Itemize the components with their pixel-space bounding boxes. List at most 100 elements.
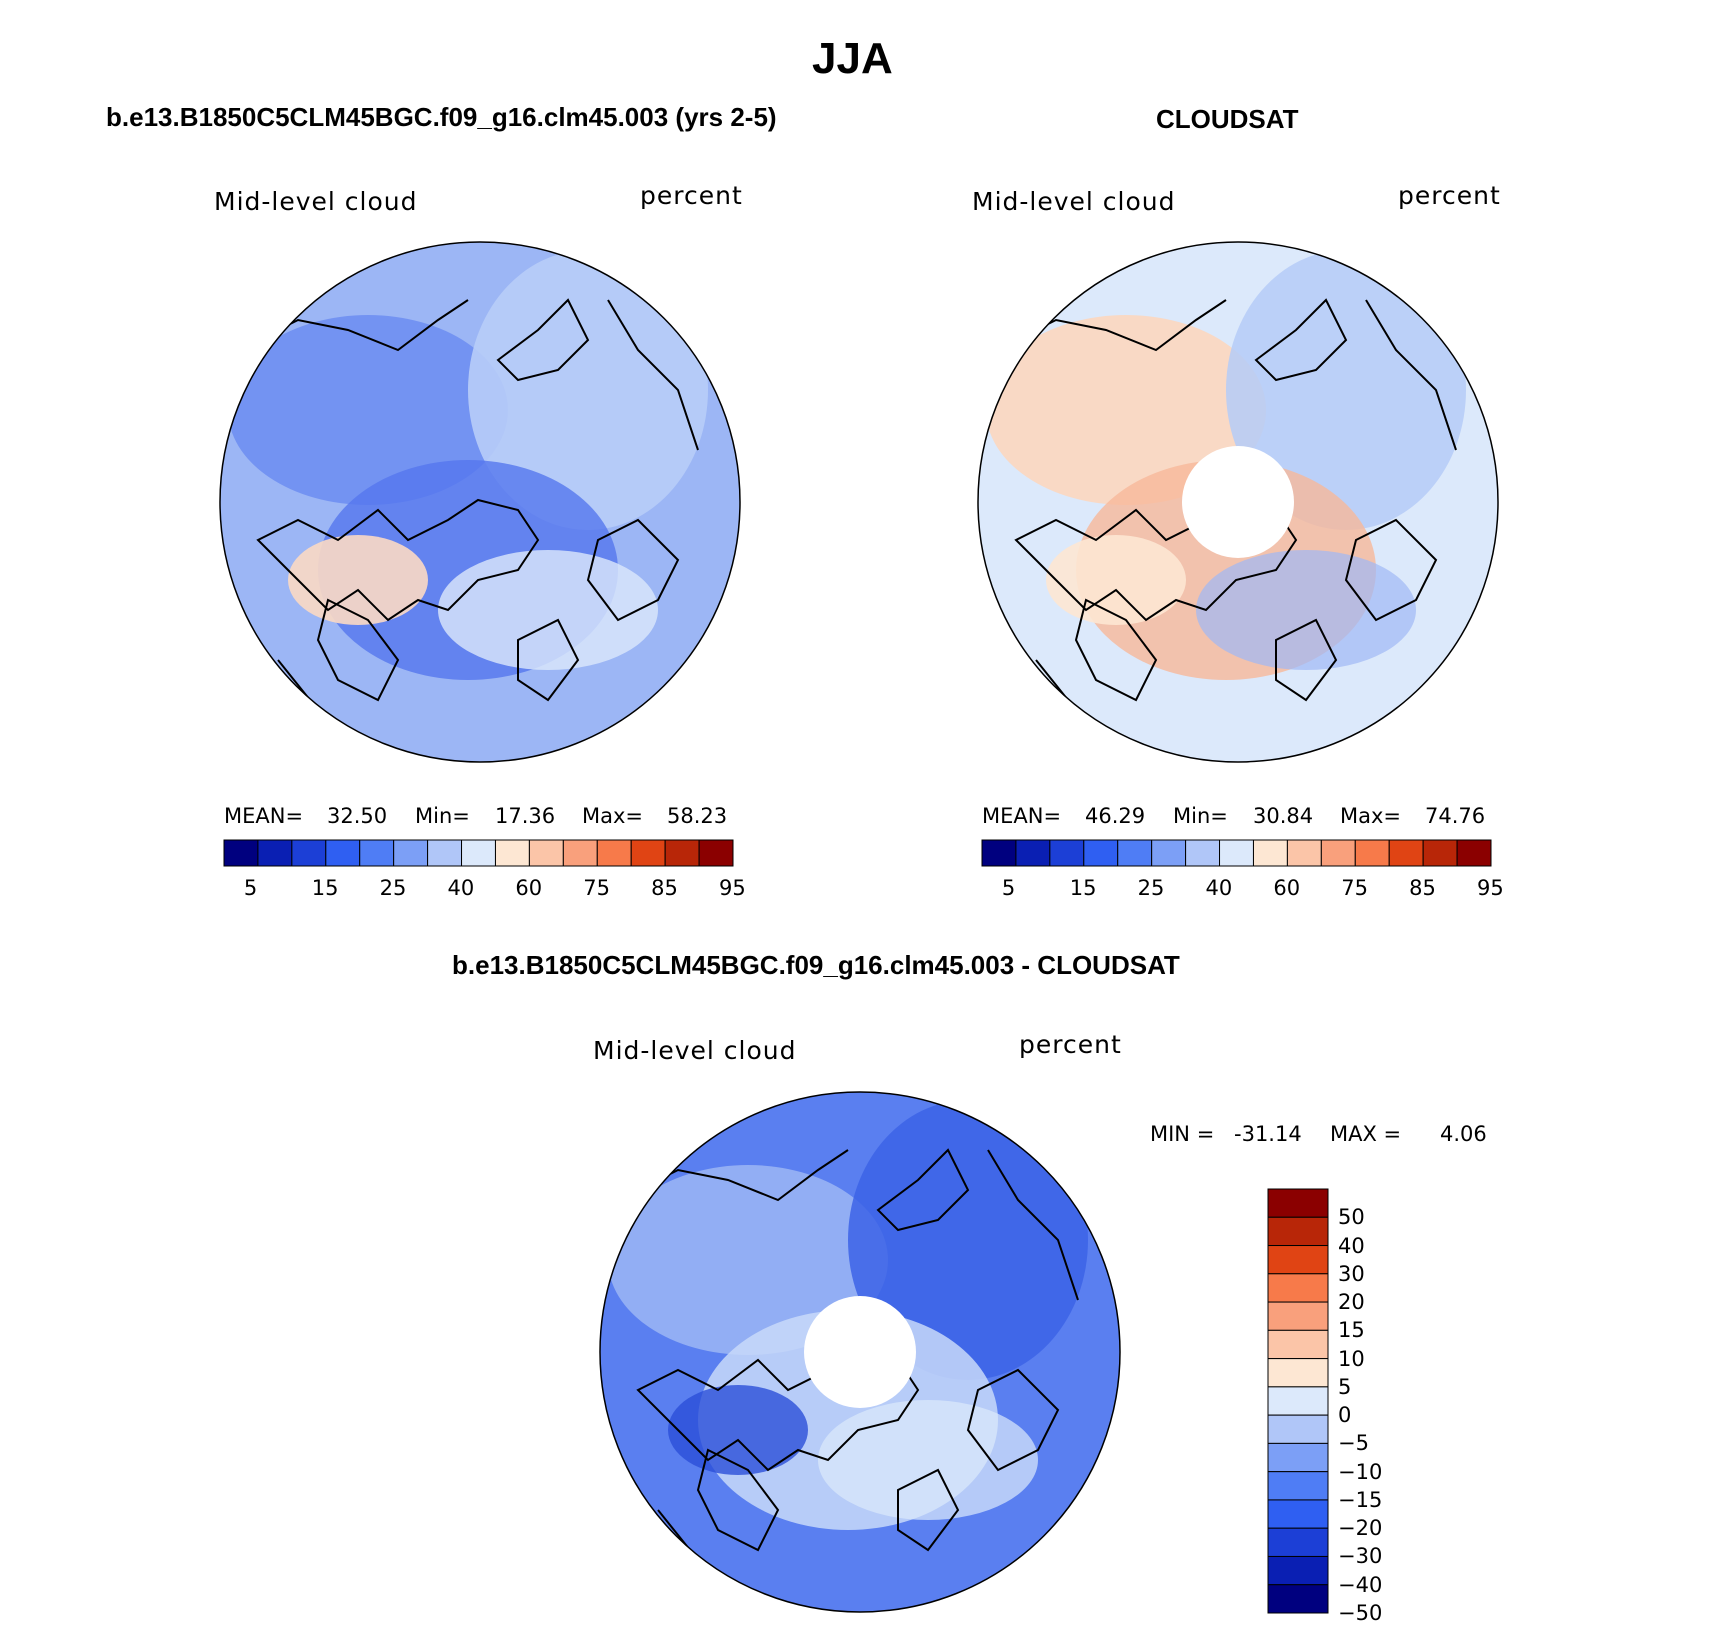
colorbar-tick-label: 75	[1341, 876, 1368, 900]
colorbar-swatch	[1267, 1188, 1329, 1218]
colorbar-swatch	[494, 839, 530, 867]
colorbar-tick-label: −5	[1338, 1431, 1369, 1456]
map-border	[977, 241, 1499, 763]
panel1-min-value: 17.36	[495, 804, 556, 828]
colorbar-swatch	[1422, 839, 1458, 867]
colorbar-swatch	[1117, 839, 1153, 867]
colorbar-tick-label: 40	[447, 876, 475, 900]
colorbar-tick-label: 5	[1001, 876, 1016, 900]
map-field-patch	[1196, 550, 1416, 670]
colorbar-tick-label: −50	[1338, 1601, 1383, 1625]
colorbar-tick-label: 60	[1273, 876, 1301, 900]
panel3-variable: Mid-level cloud	[593, 1036, 797, 1065]
panel1-variable: Mid-level cloud	[214, 187, 418, 216]
colorbar-swatch	[1267, 1358, 1329, 1388]
colorbar-tick-label: 95	[719, 876, 746, 900]
map-field-patch	[986, 315, 1266, 505]
panel2-units: percent	[1398, 181, 1501, 210]
panel2-map	[977, 241, 1499, 763]
panel2-mean-label: MEAN=	[982, 804, 1062, 828]
colorbar-tick-label: 15	[311, 876, 339, 900]
panel2-min-label: Min=	[1173, 804, 1228, 828]
colorbar-swatch	[1267, 1386, 1329, 1416]
colorbar-swatch	[1456, 839, 1492, 867]
panel1-colorbar	[223, 839, 734, 867]
colorbar-tick-label: 25	[1137, 876, 1165, 900]
colorbar-tick-label: 0	[1338, 1403, 1352, 1428]
colorbar-swatch	[562, 839, 598, 867]
coastline	[256, 498, 540, 622]
colorbar-swatch	[1267, 1301, 1329, 1331]
colorbar-swatch	[1320, 839, 1356, 867]
panel3-max-value: 4.06	[1440, 1122, 1487, 1146]
colorbar-tick-label: 85	[651, 876, 678, 900]
colorbar-tick-label: 60	[515, 876, 543, 900]
colorbar-tick-label: 85	[1409, 876, 1436, 900]
panel1-map	[219, 241, 741, 763]
figure-title: JJA	[812, 34, 893, 83]
map-border	[219, 241, 741, 763]
colorbar-swatch	[393, 839, 429, 867]
colorbar-tick-label: 40	[1205, 876, 1233, 900]
map-field-patch	[228, 315, 508, 505]
map-field-patch	[818, 1400, 1038, 1520]
colorbar-swatch	[1354, 839, 1390, 867]
coastline	[987, 1149, 1079, 1301]
panel2-mean-value: 46.29	[1085, 804, 1146, 828]
colorbar-swatch	[1267, 1414, 1329, 1444]
colorbar-tick-label: 95	[1477, 876, 1504, 900]
coastline	[496, 298, 590, 382]
coastline	[1344, 518, 1438, 622]
colorbar-swatch	[1219, 839, 1254, 867]
colorbar-swatch	[291, 839, 327, 867]
coastline	[876, 1148, 970, 1232]
pole-no-data	[804, 1296, 916, 1408]
colorbar-swatch	[698, 839, 734, 867]
colorbar-swatch	[1267, 1471, 1329, 1501]
colorbar-swatch	[1267, 1499, 1329, 1529]
panel2-title: CLOUDSAT	[1156, 104, 1299, 134]
colorbar-swatch	[664, 839, 700, 867]
coastline	[1014, 498, 1298, 622]
panel1-units: percent	[640, 181, 743, 210]
colorbar-tick-label: −15	[1338, 1487, 1383, 1512]
colorbar-swatch	[596, 839, 632, 867]
colorbar-swatch	[1267, 1245, 1329, 1275]
panel1-mean-label: MEAN=	[224, 804, 304, 828]
colorbar-tick-label: 25	[379, 876, 407, 900]
panel1-min-label: Min=	[415, 804, 470, 828]
map-field-patch	[608, 1165, 888, 1355]
colorbar-swatch	[528, 839, 564, 867]
colorbar-swatch	[1286, 839, 1322, 867]
panel2-colorbar	[981, 839, 1492, 867]
colorbar-swatch	[257, 839, 293, 867]
coastline	[316, 598, 400, 702]
panel3-map	[599, 1091, 1121, 1613]
colorbar-tick-label: −30	[1338, 1544, 1383, 1569]
panel3-max-label: MAX =	[1330, 1122, 1402, 1146]
coastline	[1365, 299, 1457, 451]
colorbar-swatch	[981, 839, 1017, 867]
colorbar-tick-label: 20	[1338, 1290, 1365, 1315]
colorbar-swatch	[1267, 1527, 1329, 1557]
coastline	[897, 1468, 960, 1552]
colorbar-swatch	[1252, 839, 1288, 867]
colorbar-swatch	[1267, 1555, 1329, 1586]
colorbar-tick-label: 5	[1338, 1374, 1352, 1399]
colorbar-swatch	[1267, 1216, 1329, 1247]
panel3-min-value: -31.14	[1234, 1122, 1302, 1146]
map-field-patch	[1046, 535, 1186, 625]
coastline	[607, 299, 699, 451]
colorbar-tick-label: 50	[1338, 1205, 1365, 1230]
colorbar-tick-label: 75	[583, 876, 610, 900]
colorbar-swatch	[427, 839, 463, 867]
coastline	[696, 1448, 780, 1552]
map-field-patch	[668, 1385, 808, 1475]
colorbar-tick-label: 10	[1338, 1346, 1365, 1371]
colorbar-swatch	[1049, 839, 1085, 867]
coastline	[517, 618, 580, 702]
colorbar-tick-label: 5	[243, 876, 258, 900]
coastline	[636, 1348, 920, 1472]
map-field-patch	[468, 250, 708, 530]
colorbar-tick-label: −20	[1338, 1516, 1383, 1541]
